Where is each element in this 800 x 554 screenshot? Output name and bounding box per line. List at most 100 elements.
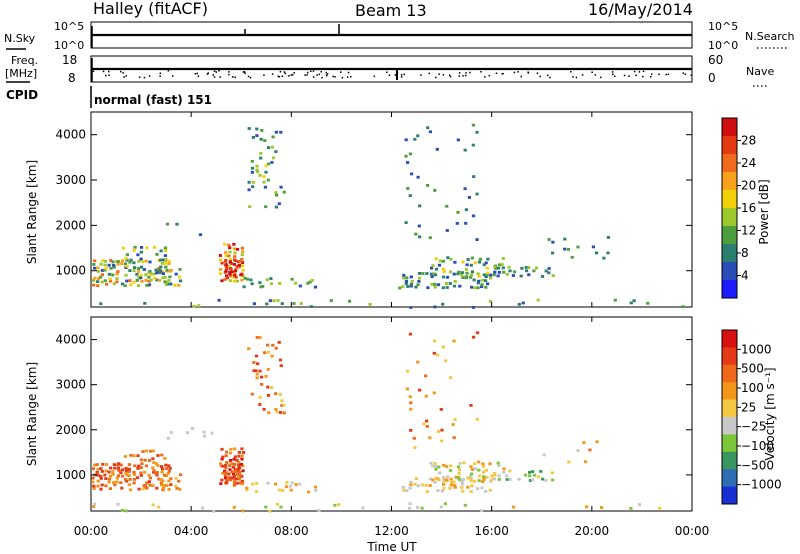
- nave-dot: [400, 74, 403, 76]
- range-gate-cell: [164, 265, 168, 269]
- range-gate-cell: [420, 483, 425, 487]
- range-gate-cell: [232, 457, 236, 461]
- nave-dot: [347, 71, 350, 74]
- y-tick-label: 3000: [55, 173, 86, 187]
- range-gate-cell: [147, 283, 152, 287]
- range-gate-cell: [154, 472, 158, 475]
- range-gate-cell: [240, 479, 244, 483]
- range-gate-cell: [234, 477, 239, 481]
- range-gate-cell: [269, 282, 273, 286]
- range-gate-cell: [104, 469, 108, 473]
- range-gate-cell: [169, 483, 173, 486]
- range-gate-cell: [448, 469, 453, 472]
- nave-dot: [326, 74, 328, 77]
- range-gate-cell: [469, 476, 473, 480]
- range-gate-cell: [521, 301, 525, 305]
- freq-panel: Freq. [MHz] 18 8 60 0 Nave: [5, 53, 774, 87]
- range-gate-cell: [280, 399, 284, 403]
- range-gate-cell: [249, 278, 253, 282]
- freq-tick-bottom: 8: [68, 71, 76, 85]
- range-gate-cell: [91, 279, 96, 282]
- nave-dot: [572, 76, 574, 78]
- range-gate-cell: [169, 282, 173, 286]
- range-gate-cell: [227, 265, 231, 269]
- nave-dot: [611, 71, 614, 73]
- range-gate-cell: [408, 486, 412, 490]
- range-gate-cell: [252, 361, 256, 364]
- nave-dot: [396, 72, 399, 74]
- range-gate-cell: [144, 279, 148, 282]
- range-gate-cell: [96, 266, 100, 270]
- nave-dot: [501, 73, 503, 75]
- range-gate-cell: [112, 282, 116, 286]
- range-gate-cell: [163, 457, 167, 460]
- range-gate-cell: [262, 175, 266, 178]
- range-gate-cell: [433, 285, 437, 289]
- range-gate-cell: [267, 350, 271, 354]
- nave-dot: [403, 73, 405, 76]
- range-gate-cell: [261, 285, 265, 288]
- range-gate-cell: [433, 273, 438, 277]
- range-gate-cell: [488, 462, 492, 466]
- range-gate-cell: [541, 477, 545, 481]
- nave-dot: [304, 74, 306, 76]
- range-gate-cell: [238, 259, 243, 263]
- range-gate-cell: [425, 425, 429, 428]
- nave-dot: [667, 73, 670, 75]
- range-gate-cell: [96, 280, 100, 283]
- range-gate-cell: [113, 483, 117, 487]
- range-gate-cell: [178, 268, 182, 271]
- x-tick-label: 08:00: [274, 524, 309, 538]
- range-gate-cell: [233, 455, 237, 459]
- range-gate-cell: [259, 151, 263, 155]
- range-gate-cell: [241, 250, 245, 253]
- range-gate-cell: [442, 478, 447, 481]
- colorbar-tick-label: −500: [741, 458, 774, 472]
- cpid-label: CPID: [6, 88, 38, 102]
- range-gate-cell: [220, 279, 224, 283]
- range-gate-cell: [160, 262, 164, 265]
- range-gate-cell: [547, 271, 551, 275]
- range-gate-cell: [398, 286, 402, 290]
- range-gate-cell: [278, 358, 283, 362]
- range-gate-cell: [470, 256, 474, 260]
- nave-dot: [495, 72, 498, 74]
- range-gate-cell: [100, 280, 104, 284]
- y-tick-label: 2000: [55, 423, 86, 437]
- velocity-panel: 1000 2000 3000 4000 Slant Range [km]: [25, 316, 693, 513]
- range-gate-cell: [410, 280, 414, 283]
- range-gate-cell: [96, 270, 100, 273]
- nave-dot: [292, 74, 294, 76]
- range-gate-cell: [451, 423, 455, 426]
- range-gate-cell: [260, 375, 264, 379]
- range-gate-cell: [458, 462, 462, 465]
- range-gate-cell: [103, 259, 107, 263]
- range-gate-cell: [508, 478, 512, 481]
- nave-dot: [458, 72, 461, 74]
- range-gate-cell: [235, 473, 239, 476]
- range-gate-cell: [446, 475, 450, 479]
- nave-dot: [207, 72, 209, 74]
- range-gate-cell: [258, 369, 262, 373]
- nave-dot: [213, 70, 216, 72]
- range-gate-cell: [175, 486, 179, 490]
- range-gate-cell: [116, 466, 121, 470]
- range-gate-cell: [192, 304, 196, 308]
- range-gate-cell: [434, 467, 438, 471]
- range-gate-cell: [237, 461, 241, 464]
- range-gate-cell: [489, 273, 493, 277]
- range-gate-cell: [139, 466, 143, 470]
- range-gate-cell: [429, 272, 433, 276]
- range-gate-cell: [477, 468, 481, 472]
- range-gate-cell: [412, 436, 416, 440]
- range-gate-cell: [109, 466, 113, 470]
- y-tick-label: 1000: [55, 468, 86, 482]
- colorbar-tick-label: 16: [741, 201, 756, 215]
- range-gate-cell: [127, 470, 131, 473]
- range-gate-cell: [241, 261, 245, 264]
- range-gate-cell: [269, 386, 274, 389]
- range-gate-cell: [139, 250, 143, 254]
- range-gate-cell: [262, 180, 266, 184]
- range-gate-cell: [441, 302, 445, 306]
- range-gate-cell: [159, 258, 163, 262]
